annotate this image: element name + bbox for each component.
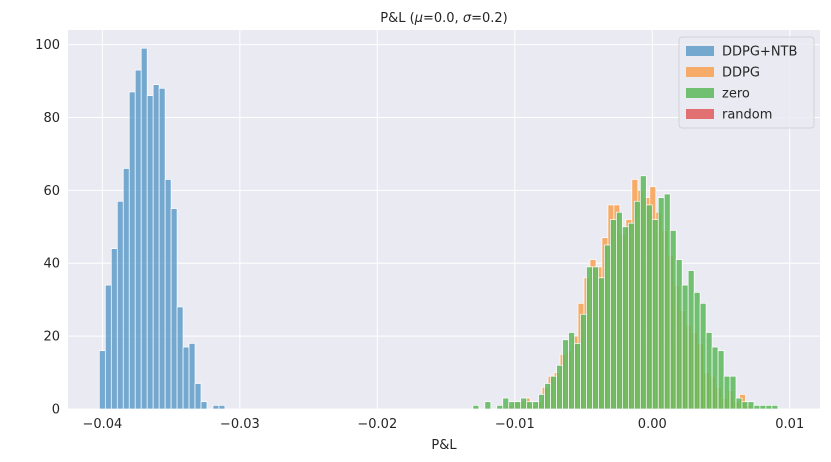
histogram-bar: [496, 405, 504, 410]
x-tick-label: 0.00: [638, 417, 667, 432]
histogram-bar: [616, 211, 623, 410]
y-tick-label: 0: [52, 403, 60, 418]
histogram-bar: [188, 343, 196, 410]
histogram-bar: [562, 339, 569, 410]
legend-swatch: [686, 46, 714, 56]
legend: DDPG+NTB DDPG zero random: [678, 36, 815, 129]
histogram-bar: [170, 208, 178, 410]
histogram-bar: [526, 401, 534, 410]
legend-label: random: [722, 108, 772, 123]
y-tick-label: 60: [43, 184, 60, 199]
histogram-bar: [544, 383, 551, 410]
histogram-bar: [717, 350, 725, 410]
histogram-bar: [771, 405, 779, 410]
histogram-bar: [556, 364, 563, 410]
x-tick-label: 0.01: [775, 417, 804, 432]
histogram-bar: [592, 266, 599, 410]
histogram-bar: [604, 244, 611, 410]
y-tick-labels: 0 20 40 60 80 100: [35, 38, 60, 417]
histogram-bar: [657, 197, 665, 410]
histogram-bar: [681, 284, 689, 410]
histogram-bar: [622, 226, 629, 410]
y-tick-label: 100: [35, 38, 60, 53]
histogram-bar: [134, 69, 142, 410]
legend-label: DDPG+NTB: [722, 45, 797, 60]
x-axis-label: P&L: [431, 438, 457, 453]
histogram-bar: [110, 248, 118, 410]
x-tick-label: −0.01: [495, 417, 535, 432]
histogram-bar: [104, 284, 112, 410]
y-tick-label: 40: [43, 257, 60, 272]
histogram-bar: [538, 394, 545, 410]
histogram-bar: [484, 401, 492, 410]
series-zero: [472, 175, 779, 410]
histogram-bar: [598, 277, 605, 410]
x-tick-label: −0.03: [220, 417, 260, 432]
histogram-bar: [723, 375, 731, 410]
histogram-bar: [152, 84, 160, 410]
histogram-bar: [176, 306, 184, 410]
histogram-bar: [520, 397, 528, 410]
histogram-bar: [663, 193, 671, 410]
histogram-bar: [128, 91, 136, 410]
chart-title: P&L (μ=0.0, σ=0.2): [380, 11, 507, 26]
histogram-bar: [550, 375, 557, 410]
histogram-bar: [574, 343, 581, 410]
histogram-bar: [586, 266, 593, 410]
histogram-bar: [628, 222, 635, 410]
histogram-bar: [164, 179, 172, 410]
histogram-bar: [502, 397, 510, 410]
histogram-bar: [711, 346, 719, 410]
histogram-bar: [194, 383, 202, 410]
histogram-bar: [182, 346, 190, 410]
histogram-bar: [735, 397, 743, 410]
series-ddpg-ntb: [98, 47, 226, 410]
histogram-bar: [122, 168, 130, 410]
histogram-bar: [645, 204, 653, 410]
x-tick-labels: −0.04 −0.03 −0.02 −0.01 0.00 0.01: [82, 417, 804, 432]
histogram-bar: [753, 405, 761, 410]
legend-frame: [678, 36, 815, 129]
histogram-bar: [140, 47, 148, 410]
histogram-bar: [699, 302, 707, 410]
histogram-bar: [651, 219, 659, 410]
legend-swatch: [686, 88, 714, 98]
histogram-bar: [200, 401, 208, 410]
histogram-bar: [98, 350, 106, 410]
legend-swatch: [686, 67, 714, 77]
histogram-bar: [687, 270, 695, 410]
histogram-bar: [633, 200, 641, 410]
histogram-bar: [765, 405, 773, 410]
histogram-bar: [158, 87, 166, 410]
histogram-bar: [610, 219, 617, 410]
x-tick-label: −0.04: [82, 417, 122, 432]
histogram-bar: [472, 405, 480, 410]
x-tick-label: −0.02: [357, 417, 397, 432]
histogram-bar: [146, 95, 154, 410]
histogram-bar: [759, 405, 767, 410]
histogram-bar: [729, 375, 737, 410]
histogram-bar: [669, 230, 677, 410]
legend-label: DDPG: [722, 66, 760, 81]
histogram-bar: [639, 175, 647, 410]
histogram-bar: [568, 332, 575, 410]
histogram-bar: [212, 405, 220, 410]
histogram-bar: [675, 259, 683, 410]
legend-swatch: [686, 109, 714, 119]
histogram-bar: [116, 200, 124, 410]
histogram-bar: [747, 401, 755, 410]
histogram-bar: [508, 401, 516, 410]
histogram-bar: [693, 292, 701, 410]
histogram-bar: [741, 401, 749, 410]
histogram-bar: [514, 401, 522, 410]
histogram-bar: [705, 332, 713, 410]
y-tick-label: 20: [43, 330, 60, 345]
legend-label: zero: [722, 87, 750, 102]
histogram-bars: [98, 47, 779, 410]
histogram-bar: [218, 405, 226, 410]
y-tick-label: 80: [43, 111, 60, 126]
histogram-bar: [532, 401, 540, 410]
histogram-bar: [580, 313, 587, 410]
